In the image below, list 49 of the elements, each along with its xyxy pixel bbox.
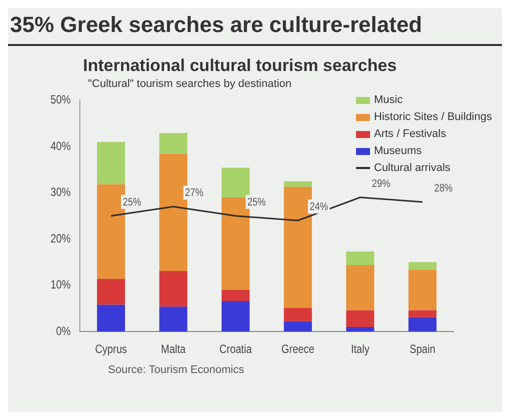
y-tick-label: 50% (50, 94, 71, 107)
x-tick-label: Cyprus (95, 343, 128, 356)
source-note: Source: Tourism Economics (107, 364, 246, 376)
legend-label: Arts / Festivals (374, 128, 446, 140)
bar (284, 186, 312, 308)
data-label: 25% (247, 196, 266, 209)
data-label: 27% (185, 188, 204, 200)
x-tick-label: Croatia (219, 343, 253, 356)
bar (159, 154, 188, 271)
bar (222, 290, 250, 302)
chart-title: 35% Greek searches are culture-related (9, 11, 424, 39)
chart-subtitle: International cultural tourism searches (82, 56, 398, 76)
y-tick-label: 0% (56, 325, 71, 338)
bar (96, 142, 126, 184)
bar (159, 306, 188, 332)
y-tick-label: 20% (50, 232, 71, 246)
bar (408, 317, 436, 332)
y-tick-label: 30% (50, 186, 71, 200)
bar (96, 278, 126, 305)
bar (222, 168, 250, 198)
data-label: 29% (372, 178, 390, 190)
legend-label: Cultural arrivals (374, 162, 450, 174)
data-label: 25% (122, 196, 142, 209)
bar (346, 326, 374, 332)
x-tick-label: Malta (161, 343, 186, 356)
y-tick-label: 10% (50, 278, 71, 292)
bar (346, 310, 374, 327)
data-label: 24% (310, 201, 328, 214)
legend-label: Music (374, 94, 403, 106)
bar (346, 252, 374, 265)
bar (408, 270, 436, 310)
bar (284, 181, 312, 187)
legend-label: Historic Sites / Buildings (374, 111, 492, 123)
bar (284, 321, 312, 332)
legend-label: Museums (374, 145, 422, 157)
data-label: 28% (434, 182, 453, 195)
bar (408, 262, 436, 270)
text: "Cultural" tourism searches by destination (87, 78, 292, 90)
bar (222, 301, 250, 332)
x-tick-label: Italy (350, 343, 370, 356)
y-tick-label: 40% (50, 140, 71, 154)
bar (346, 264, 374, 310)
x-tick-label: Greece (281, 343, 314, 356)
bar (284, 308, 312, 322)
bar (159, 270, 188, 307)
bar (159, 133, 188, 154)
bar (408, 310, 436, 318)
bar (96, 304, 126, 332)
x-tick-label: Spain (410, 343, 436, 356)
